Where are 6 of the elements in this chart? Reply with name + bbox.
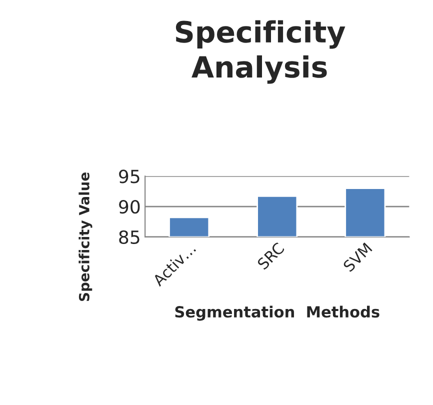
x-axis-title: Segmentation Methods xyxy=(175,306,380,321)
chart-title: Specificity Analysis xyxy=(176,20,346,84)
y-axis-title: Specificity Value xyxy=(78,172,92,301)
y-tick-label: 90 xyxy=(119,200,140,214)
y-tick-label: 85 xyxy=(119,230,140,244)
y-tick-label: 95 xyxy=(119,170,140,184)
